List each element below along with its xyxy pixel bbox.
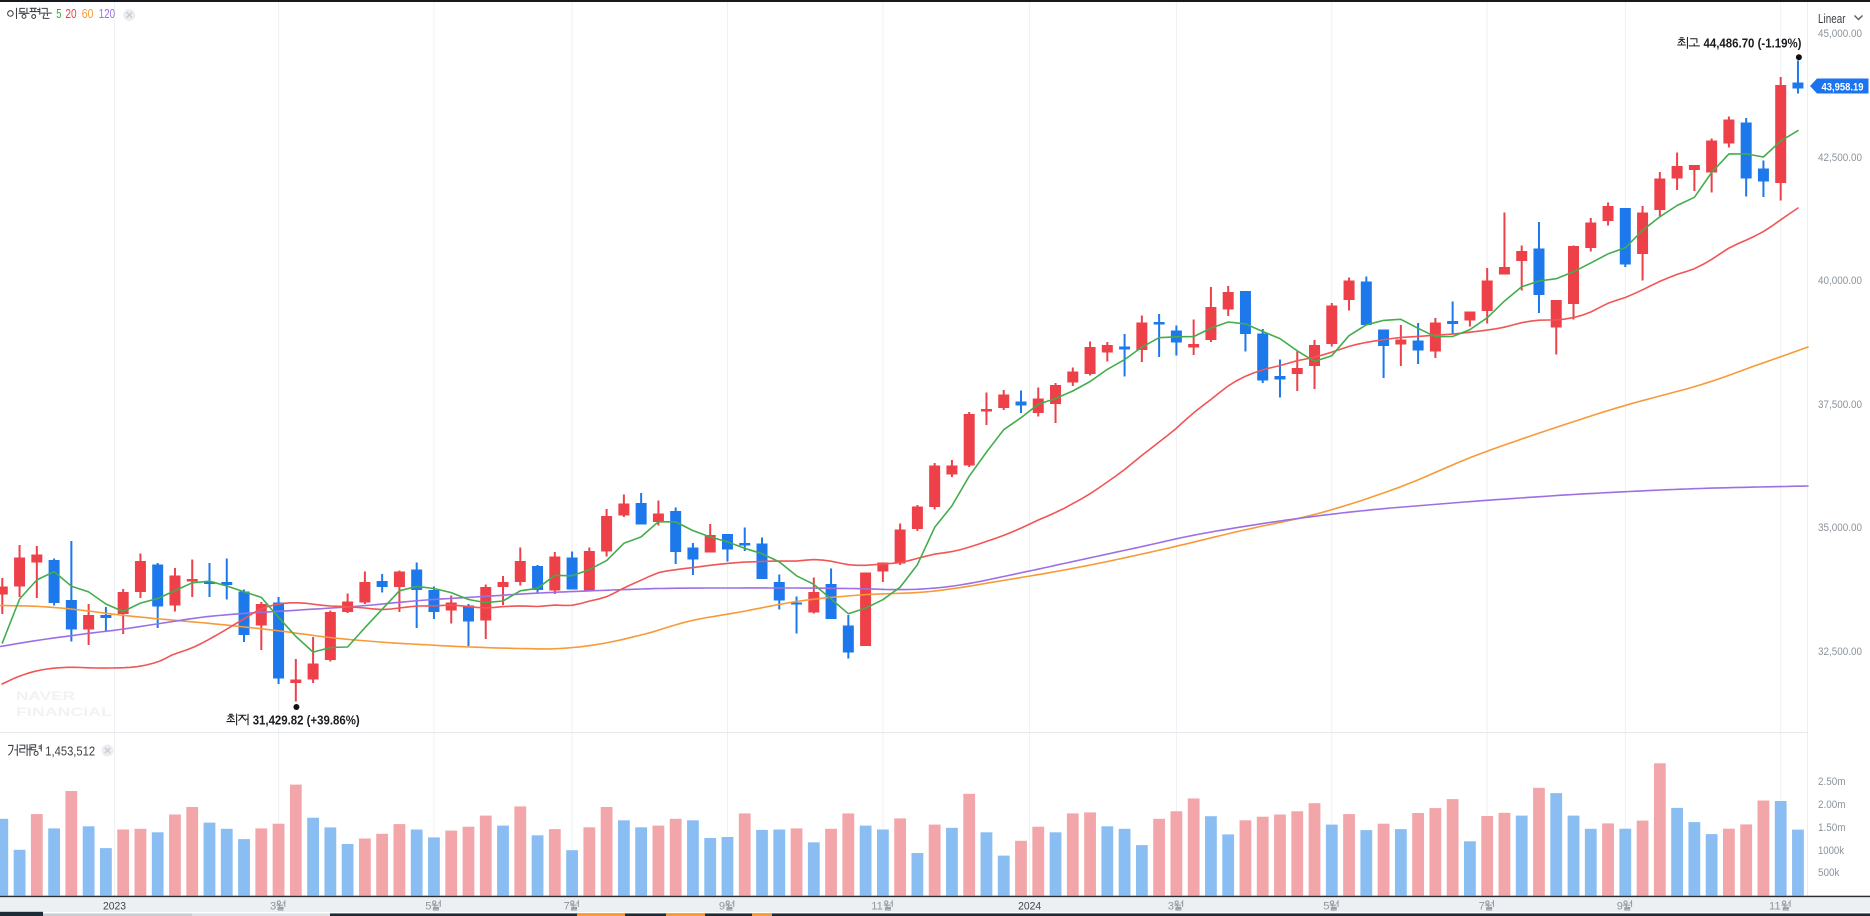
svg-text:1,453,512: 1,453,512	[45, 743, 95, 758]
svg-text:2024: 2024	[1018, 901, 1041, 913]
svg-text:2.00m: 2.00m	[1818, 799, 1846, 811]
svg-text:43,958.19: 43,958.19	[1822, 81, 1864, 93]
svg-text:31,429.82 (+39.86%): 31,429.82 (+39.86%)	[253, 712, 360, 727]
svg-text:2023: 2023	[103, 901, 126, 913]
svg-text:7: 7	[1479, 901, 1485, 913]
svg-text:11: 11	[871, 901, 883, 913]
svg-text:500k: 500k	[1818, 867, 1840, 879]
svg-text:2.50m: 2.50m	[1818, 776, 1846, 788]
svg-text:37,500.00: 37,500.00	[1818, 399, 1862, 411]
svg-text:3: 3	[270, 901, 276, 913]
svg-text:11: 11	[1769, 901, 1781, 913]
svg-text:3: 3	[1168, 901, 1174, 913]
svg-text:40,000.00: 40,000.00	[1818, 275, 1862, 287]
svg-text:1.50m: 1.50m	[1818, 822, 1846, 834]
svg-text:FINANCIAL: FINANCIAL	[16, 705, 112, 719]
svg-text:1000k: 1000k	[1818, 845, 1844, 857]
svg-text:9: 9	[719, 901, 725, 913]
svg-text:Linear: Linear	[1818, 12, 1846, 26]
svg-text:32,500.00: 32,500.00	[1818, 646, 1862, 658]
svg-text:45,000.00: 45,000.00	[1818, 28, 1862, 40]
svg-text:5: 5	[1323, 901, 1329, 913]
svg-text:5: 5	[56, 6, 61, 21]
svg-text:42,500.00: 42,500.00	[1818, 152, 1862, 164]
svg-text:44,486.70 (-1.19%): 44,486.70 (-1.19%)	[1704, 35, 1802, 50]
svg-text:5: 5	[425, 901, 431, 913]
svg-text:60: 60	[82, 6, 94, 21]
svg-text:35,000.00: 35,000.00	[1818, 522, 1862, 534]
svg-text:120: 120	[99, 6, 115, 21]
svg-text:9: 9	[1617, 901, 1623, 913]
svg-text:7: 7	[564, 901, 570, 913]
svg-text:20: 20	[65, 6, 76, 21]
svg-text:NAVER: NAVER	[16, 689, 75, 703]
